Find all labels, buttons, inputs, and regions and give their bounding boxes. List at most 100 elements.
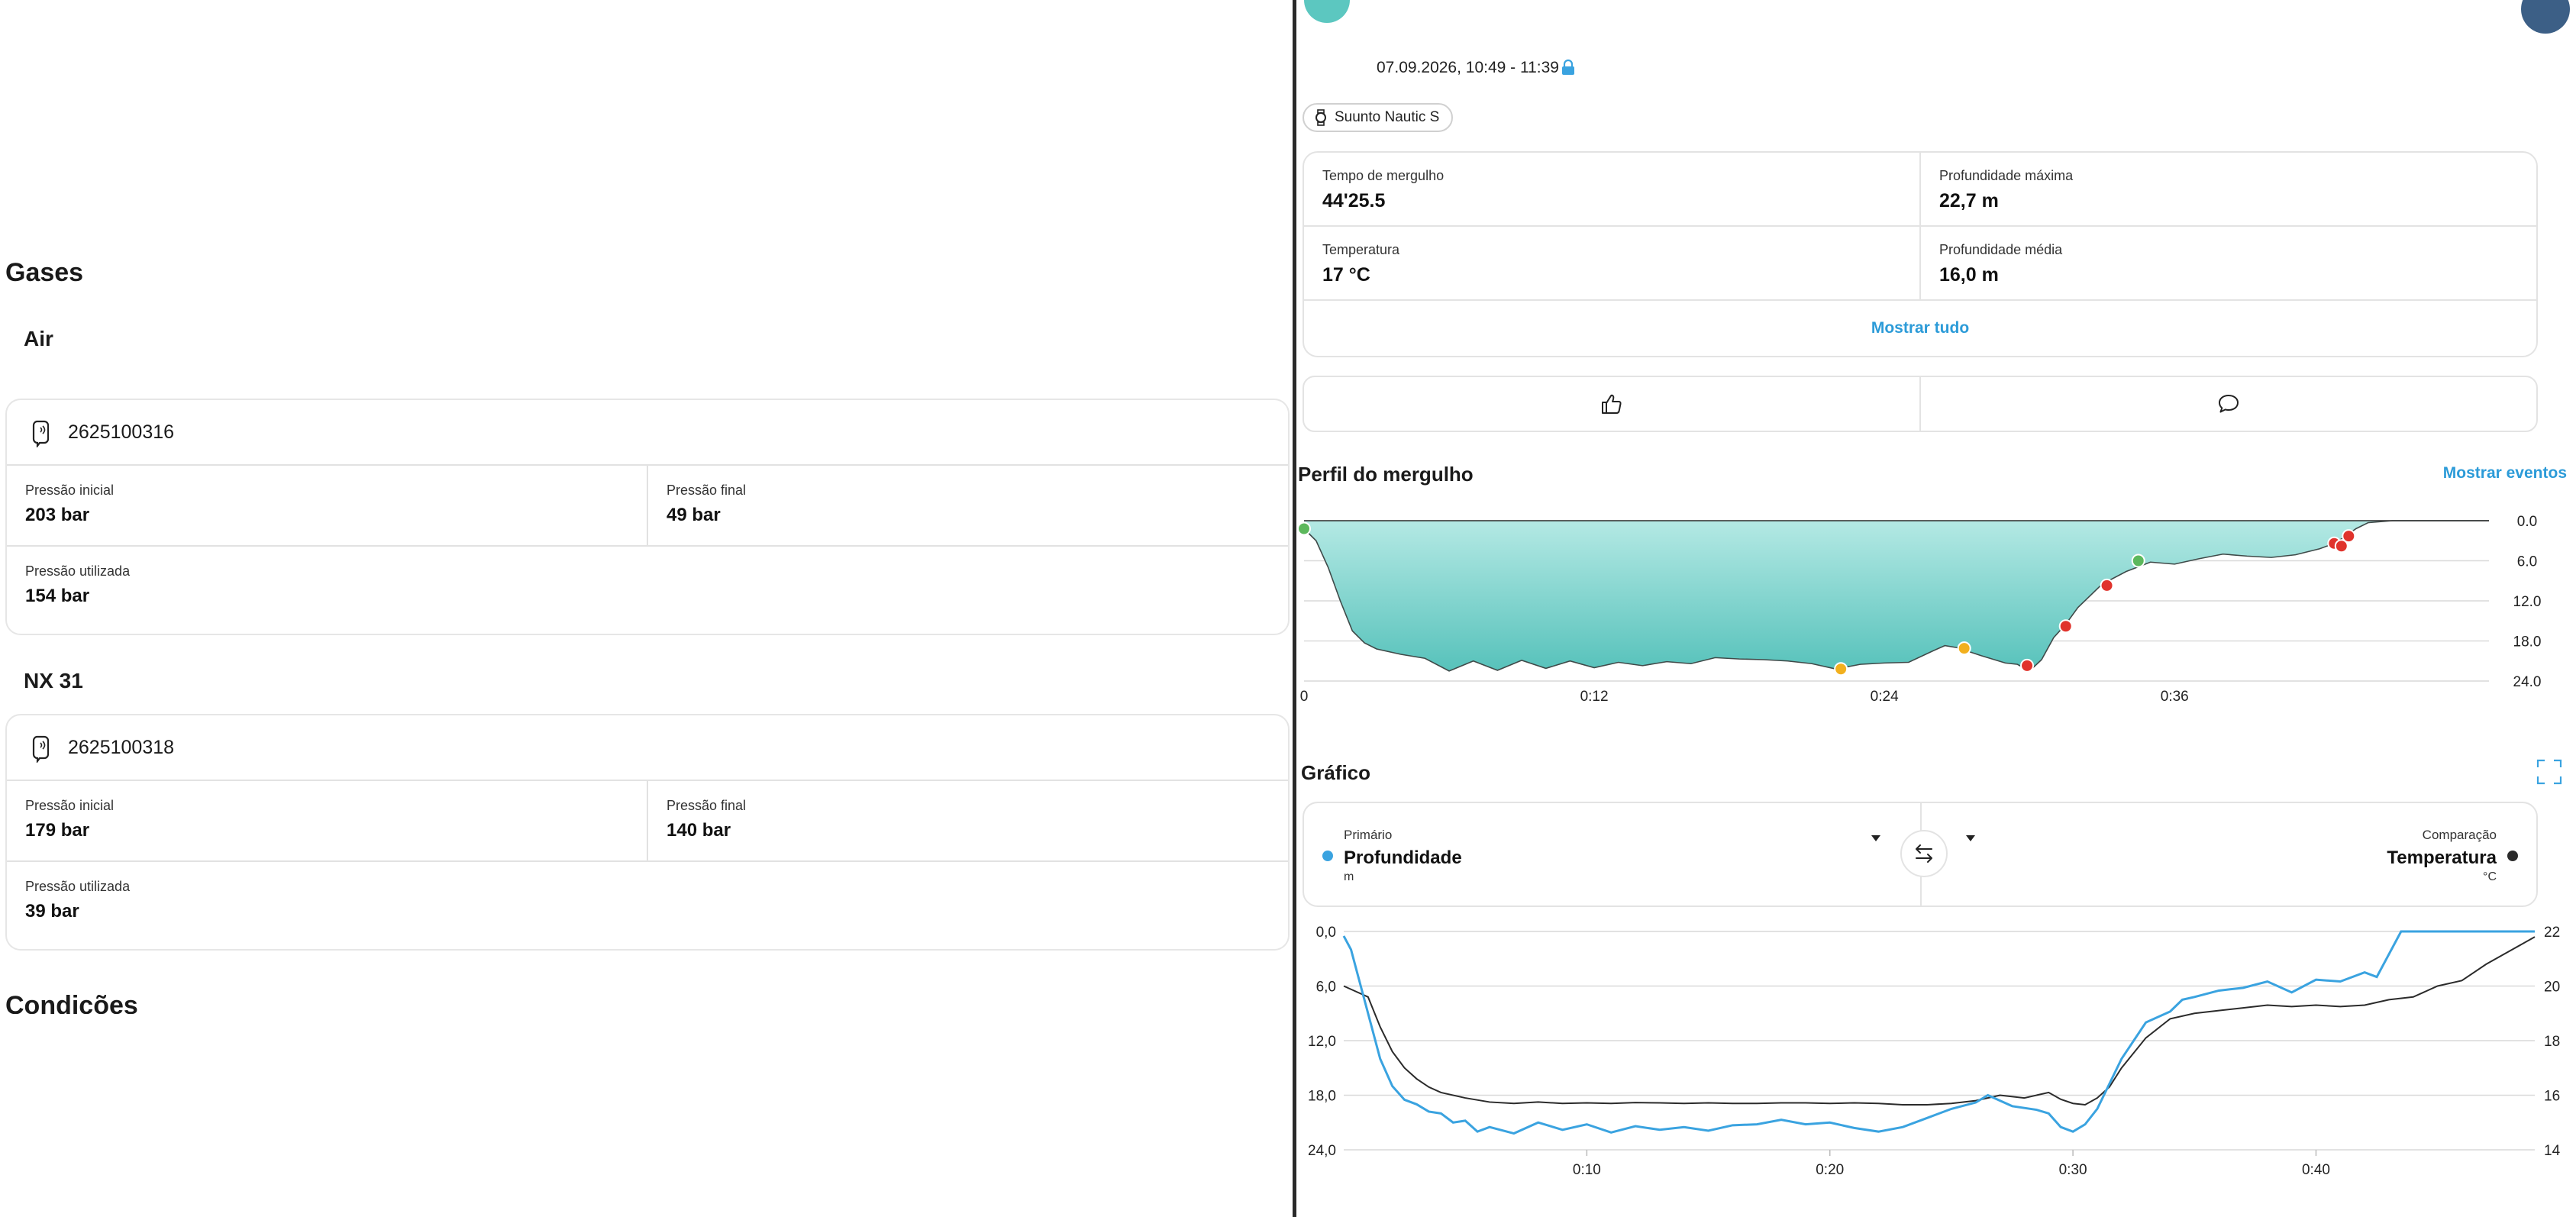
y-tick-label: 24.0	[2513, 674, 2542, 690]
dive-datetime: 07.09.2026, 10:49 - 11:39	[1377, 59, 1559, 76]
device-chip[interactable]: Suunto Nautic S	[1303, 103, 1454, 132]
activity-icon	[1304, 0, 1350, 23]
y-tick-label: 18.0	[2513, 634, 2542, 650]
stat-value: 17 °C	[1322, 264, 1370, 286]
used-pressure-value: 154 bar	[25, 586, 90, 606]
y-right-tick-label: 14	[2544, 1143, 2561, 1159]
dive-detail-panel: 07.09.2026, 10:49 - 11:39 Suunto Nautic …	[1296, 0, 2576, 1217]
primary-series-select[interactable]: Primário Profundidade m	[1304, 803, 1920, 905]
section-title-gases: Gases	[5, 258, 84, 287]
swap-series-button[interactable]	[1900, 830, 1948, 877]
show-events-link[interactable]: Mostrar eventos	[2442, 464, 2567, 482]
x-tick-label: 0:20	[1816, 1162, 1844, 1178]
x-tick-label: 0:30	[2059, 1162, 2087, 1178]
gas-name: NX 31	[24, 669, 83, 692]
used-pressure-value: 39 bar	[25, 901, 79, 922]
fullscreen-icon[interactable]	[2536, 759, 2562, 785]
profile-title: Perfil do mergulho	[1298, 463, 1474, 486]
y-right-tick-label: 22	[2544, 925, 2560, 941]
end-pressure-label: Pressão final	[667, 483, 747, 498]
tank-serial: 2625100318	[68, 736, 175, 758]
avatar[interactable]	[2521, 0, 2570, 34]
stat-value: 44'25.5	[1322, 190, 1386, 211]
primary-caption: Primário	[1344, 828, 1393, 842]
start-pressure-value: 179 bar	[25, 820, 90, 841]
stat-label: Profundidade média	[1939, 242, 2063, 257]
y-tick-label: 0.0	[2517, 514, 2537, 530]
used-pressure-cell: Pressão utilizada 154 bar	[7, 547, 1288, 628]
tank-pressure-row: Pressão inicial 203 bar Pressão final 49…	[7, 466, 1288, 547]
event-marker	[2131, 554, 2145, 568]
device-name: Suunto Nautic S	[1335, 109, 1440, 125]
x-tick-label: 0:10	[1573, 1162, 1601, 1178]
tank-used-row: Pressão utilizada 154 bar	[7, 547, 1288, 628]
depth-series-line	[1342, 930, 2535, 1135]
stat-value: 16,0 m	[1939, 264, 1999, 286]
lock-icon	[1562, 59, 1574, 75]
chevron-down-icon	[1871, 835, 1880, 841]
comment-icon	[2219, 395, 2239, 413]
y-left-tick-label: 18,0	[1308, 1089, 1336, 1105]
show-all-button[interactable]: Mostrar tudo	[1871, 319, 1970, 337]
section-title-conditions: Condições	[5, 991, 138, 1014]
end-pressure-label: Pressão final	[667, 798, 747, 813]
start-pressure-value: 203 bar	[25, 505, 90, 525]
y-left-tick-label: 0,0	[1316, 925, 1336, 941]
comment-button[interactable]	[1919, 377, 2536, 431]
start-pressure-label: Pressão inicial	[25, 483, 115, 498]
x-tick-label: 0:36	[2161, 689, 2189, 705]
start-pressure-cell: Pressão inicial 179 bar	[7, 781, 647, 860]
graph-title: Gráfico	[1301, 761, 1371, 784]
stat-max-depth: Profundidade máxima 22,7 m	[1919, 153, 2536, 225]
x-tick-label: 0	[1300, 689, 1309, 705]
dive-profile-chart[interactable]: 0.0 6.0 12.0 18.0 24.0 0 0:12 0:24 0:36	[1296, 504, 2576, 718]
y-tick-label: 12.0	[2513, 594, 2542, 610]
y-left-tick-label: 6,0	[1316, 980, 1336, 996]
depth-area	[1304, 521, 2489, 671]
tank-serial: 2625100316	[68, 421, 175, 443]
compare-caption: Comparação	[2422, 828, 2497, 842]
used-pressure-label: Pressão utilizada	[25, 879, 131, 894]
temperature-series-line	[1343, 936, 2536, 1106]
comparison-line-chart[interactable]: 0,0 22 6,0 20 12,0 18 18,0 16 24,0 14 0:10 0:20 0:30…	[1296, 915, 2576, 1190]
dive-stats-card: Tempo de mergulho 44'25.5 Profundidade m…	[1303, 151, 2538, 357]
chevron-down-icon	[1966, 835, 1975, 841]
compare-series-dot	[2507, 851, 2518, 861]
stat-label: Profundidade máxima	[1939, 168, 2074, 183]
watch-icon	[1315, 109, 1326, 126]
used-pressure-cell: Pressão utilizada 39 bar	[7, 862, 1288, 943]
event-marker	[2342, 529, 2356, 544]
end-pressure-value: 49 bar	[667, 505, 721, 525]
end-pressure-value: 140 bar	[667, 820, 731, 841]
compare-series-select[interactable]: Comparação Temperatura °C	[1920, 803, 2536, 905]
event-marker	[2020, 658, 2035, 673]
like-button[interactable]	[1304, 377, 1919, 431]
y-right-tick-label: 20	[2544, 980, 2560, 996]
tank-pod-icon	[32, 420, 50, 447]
series-selector-card: Primário Profundidade m Comparação Tempe…	[1303, 802, 2538, 907]
x-tick-label: 0:12	[1580, 689, 1609, 705]
y-right-tick-label: 16	[2544, 1089, 2560, 1105]
x-tick-label: 0:40	[2302, 1162, 2330, 1178]
primary-series-name: Profundidade	[1344, 847, 1462, 868]
tank-card: 2625100318 Pressão inicial 179 bar Press…	[5, 714, 1290, 951]
tank-pressure-row: Pressão inicial 179 bar Pressão final 14…	[7, 781, 1288, 862]
tank-pod-icon	[32, 735, 50, 763]
event-marker	[1297, 521, 1311, 536]
start-pressure-cell: Pressão inicial 203 bar	[7, 466, 647, 545]
primary-series-dot	[1322, 851, 1333, 861]
tank-header: 2625100318	[7, 715, 1288, 781]
pane-divider[interactable]	[1293, 0, 1296, 1217]
event-marker	[2100, 578, 2114, 592]
start-pressure-label: Pressão inicial	[25, 798, 115, 813]
y-tick-label: 6.0	[2517, 554, 2537, 570]
reactions-bar	[1303, 376, 2538, 432]
stat-temperature: Temperatura 17 °C	[1304, 227, 1919, 299]
tank-used-row: Pressão utilizada 39 bar	[7, 862, 1288, 943]
stat-avg-depth: Profundidade média 16,0 m	[1919, 227, 2536, 299]
event-marker	[1834, 662, 1848, 676]
primary-series-unit: m	[1344, 870, 1354, 883]
stat-label: Temperatura	[1322, 242, 1400, 257]
y-left-tick-label: 12,0	[1308, 1034, 1336, 1050]
y-right-tick-label: 18	[2544, 1034, 2560, 1050]
